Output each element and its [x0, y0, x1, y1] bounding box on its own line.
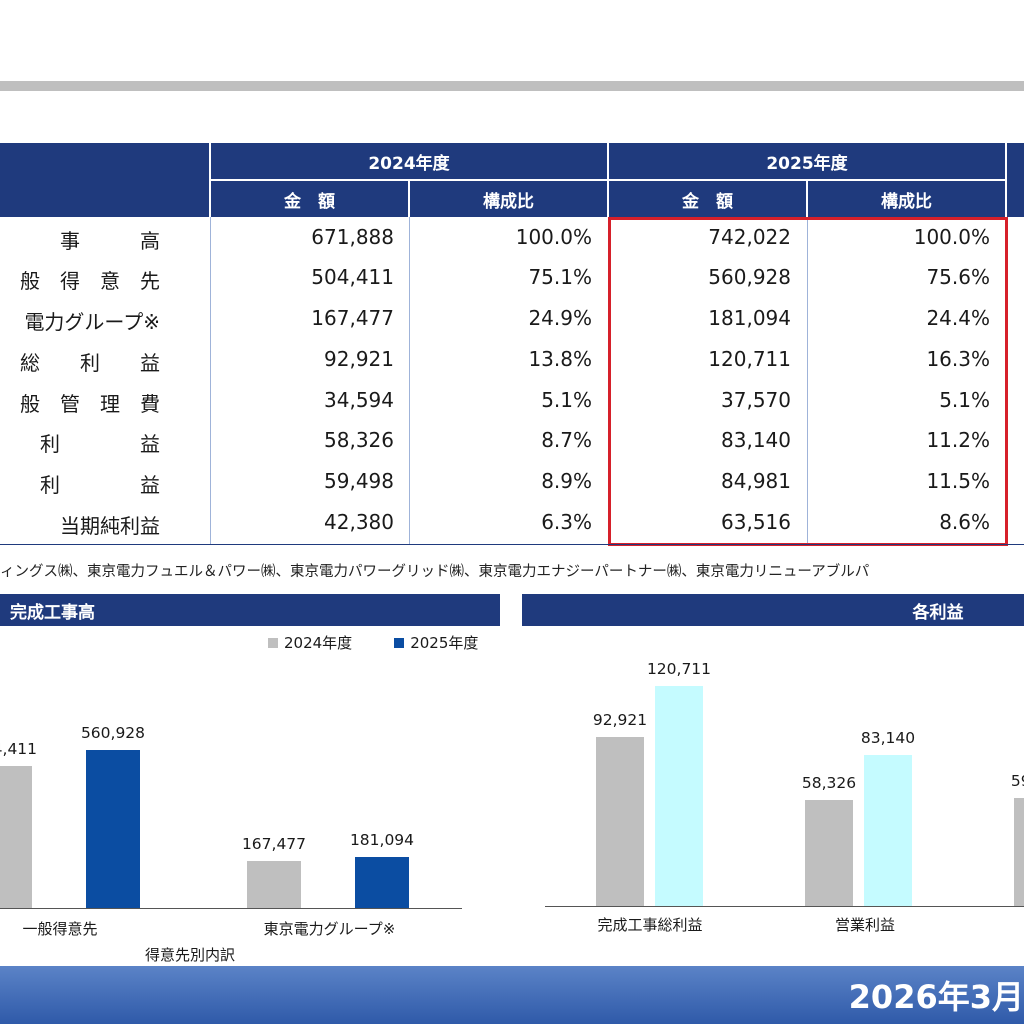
bar-value-label: 83,140: [860, 728, 916, 747]
right-panel-title: 各利益: [912, 602, 964, 623]
category-label: 一般得意先: [22, 920, 98, 938]
row-label: 当期純利益: [60, 514, 160, 538]
bar-2025: [355, 856, 409, 908]
category-label: 営業利益: [834, 916, 895, 934]
cell-ratio-2024: 6.3%: [541, 510, 592, 534]
legend-swatch-2025: [394, 637, 405, 648]
bar-2024: [596, 736, 644, 906]
header-year-2024: 2024年度: [211, 143, 607, 179]
row-label: 電力グループ※: [24, 310, 160, 334]
footnote: ィングス㈱、東京電力フュエル＆パワー㈱、東京電力パワーグリッド㈱、東京電力エナジ…: [0, 564, 870, 580]
left-panel-header: 完成工事高: [0, 594, 500, 626]
legend: 2024年度 2025年度: [268, 632, 478, 653]
right-panel-header: 各利益: [522, 594, 1024, 626]
x-axis-caption: 得意先別内訳: [144, 946, 235, 964]
table-bottom-border: [0, 544, 1024, 545]
category-label: 完成工事総利益: [597, 916, 703, 934]
cell-ratio-2024: 13.8%: [528, 347, 592, 371]
header-amount-2025: 金 額: [609, 181, 806, 217]
row-label: 利 益: [40, 473, 160, 497]
cell-ratio-2025: 75.6%: [926, 265, 990, 289]
bar-value-label: 504,411: [0, 739, 38, 758]
top-divider: [0, 81, 1024, 91]
cell-amount-2025: 742,022: [708, 225, 791, 249]
cell-ratio-2025: 24.4%: [926, 306, 990, 330]
cell-amount-2025: 120,711: [708, 347, 791, 371]
cell-amount-2025: 83,140: [721, 428, 791, 452]
cell-amount-2024: 167,477: [311, 306, 394, 330]
right-x-axis: [545, 906, 1024, 907]
cell-amount-2024: 42,380: [324, 510, 394, 534]
row-label: 般 管 理 費: [20, 392, 160, 416]
legend-label-2024: 2024年度: [284, 634, 353, 652]
row-label: 利 益: [40, 432, 160, 456]
cell-ratio-2024: 8.7%: [541, 428, 592, 452]
cell-amount-2024: 671,888: [311, 225, 394, 249]
cell-ratio-2025: 5.1%: [939, 388, 990, 412]
bar-value-label: 59,498: [1010, 771, 1024, 790]
cell-ratio-2025: 16.3%: [926, 347, 990, 371]
cell-amount-2024: 34,594: [324, 388, 394, 412]
cell-amount-2025: 84,981: [721, 469, 791, 493]
cell-amount-2024: 92,921: [324, 347, 394, 371]
bar-2024: [0, 765, 32, 908]
cell-amount-2025: 560,928: [708, 265, 791, 289]
cell-amount-2024: 504,411: [311, 265, 394, 289]
bar-2025: [655, 686, 703, 906]
cell-ratio-2025: 100.0%: [913, 225, 990, 249]
row-label: 総 利 益: [20, 351, 160, 375]
header-year-2025: 2025年度: [609, 143, 1005, 179]
bar-2024: [805, 799, 853, 906]
cell-amount-2024: 58,326: [324, 428, 394, 452]
category-label: 東京電力グループ※: [263, 920, 396, 938]
bar-value-label: 560,928: [80, 723, 146, 742]
cell-ratio-2024: 8.9%: [541, 469, 592, 493]
header-label-cell: [0, 143, 209, 217]
cell-ratio-2024: 75.1%: [528, 265, 592, 289]
column-divider: [807, 217, 808, 544]
header-amount-2024: 金 額: [211, 181, 408, 217]
bar-value-label: 167,477: [241, 834, 307, 853]
cell-amount-2024: 59,498: [324, 469, 394, 493]
bar-2025: [86, 749, 140, 908]
left-panel-title: 完成工事高: [10, 602, 95, 623]
row-label: 般 得 意 先: [20, 269, 160, 293]
bar-2025: [864, 754, 912, 906]
left-x-axis: [0, 908, 462, 909]
header-ratio-2025: 構成比: [808, 181, 1005, 217]
legend-label-2025: 2025年度: [410, 634, 479, 652]
cell-amount-2025: 63,516: [721, 510, 791, 534]
column-divider: [210, 217, 211, 544]
bar-value-label: 58,326: [801, 773, 857, 792]
cell-amount-2025: 37,570: [721, 388, 791, 412]
cell-amount-2025: 181,094: [708, 306, 791, 330]
bar-2024: [247, 860, 301, 908]
bar-value-label: 181,094: [349, 830, 415, 849]
header-year-2026-partial: [1007, 143, 1024, 217]
column-divider: [409, 217, 410, 544]
cell-ratio-2024: 100.0%: [515, 225, 592, 249]
legend-swatch-2024: [268, 637, 278, 648]
bar-value-label: 120,711: [646, 660, 712, 679]
cell-ratio-2025: 11.5%: [926, 469, 990, 493]
cell-ratio-2024: 5.1%: [541, 388, 592, 412]
bar-2024: [1014, 797, 1024, 906]
cell-ratio-2025: 11.2%: [926, 428, 990, 452]
footer-bar: [0, 966, 1024, 1024]
row-label: 事 高: [60, 229, 160, 253]
bar-value-label: 92,921: [592, 710, 648, 729]
cell-ratio-2025: 8.6%: [939, 510, 990, 534]
cell-ratio-2024: 24.9%: [528, 306, 592, 330]
header-ratio-2024: 構成比: [410, 181, 607, 217]
footer-date: 2026年3月: [848, 978, 1024, 1016]
highlight-box-2025: [608, 217, 1008, 546]
